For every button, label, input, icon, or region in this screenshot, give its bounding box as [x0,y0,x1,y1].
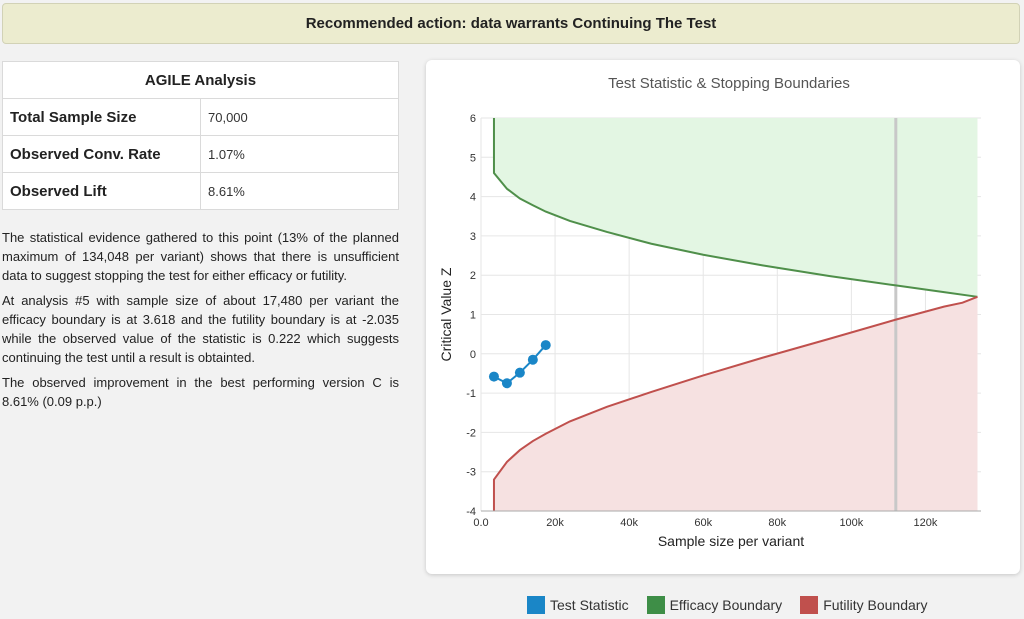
description-paragraph-3: The observed improvement in the best per… [2,375,399,409]
observed-lift-label: Observed Lift [2,172,201,210]
x-axis-title: Sample size per variant [658,533,804,549]
chart-title: Test Statistic & Stopping Boundaries [608,75,850,92]
y-tick-label: 1 [470,310,476,322]
total-sample-size-value: 70,000 [200,98,399,136]
y-tick-label: -1 [466,388,476,400]
futility-region [493,296,978,511]
x-tick-label: 60k [694,517,712,529]
agile-table-title: AGILE Analysis [2,61,399,99]
test-statistic-point [540,340,551,351]
table-row: Observed Lift 8.61% [2,172,399,210]
legend-label-test-statistic: Test Statistic [550,597,629,613]
description-paragraph-1: The statistical evidence gathered to thi… [2,230,399,283]
description-paragraph-2: At analysis #5 with sample size of about… [2,293,399,365]
legend-swatch-futility-boundary [800,596,819,614]
legend-label-efficacy-boundary: Efficacy Boundary [669,597,783,613]
recommendation-text: Recommended action: data warrants Contin… [305,15,717,32]
x-tick-label: 100k [839,517,863,529]
test-statistic-point [488,371,499,382]
observed-lift-value: 8.61% [200,172,399,210]
analysis-description: The statistical evidence gathered to thi… [2,228,399,417]
y-tick-label: -2 [466,427,476,439]
boundaries-chart: -4 -3 -2 -1 0 1 2 3 4 5 6 0.0 20k 40k 60k 80k 100k 120k Te… [438,75,981,549]
efficacy-region [493,118,978,297]
legend-item-efficacy-boundary[interactable]: Efficacy Boundary [646,596,783,614]
observed-conv-rate-value: 1.07% [200,135,399,173]
y-axis-title: Critical Value Z [438,267,454,361]
y-tick-label: 0 [470,349,476,361]
legend-item-futility-boundary[interactable]: Futility Boundary [800,596,927,614]
y-tick-label: -3 [466,467,476,479]
x-tick-label: 120k [914,517,938,529]
agile-analysis-table: AGILE Analysis Total Sample Size 70,000 … [2,61,399,210]
chart-legend: Test Statistic Efficacy Boundary Futilit… [527,595,945,615]
y-tick-label: 4 [470,192,476,204]
recommendation-banner: Recommended action: data warrants Contin… [2,3,1020,44]
x-tick-label: 20k [546,517,564,529]
test-statistic-point [527,354,538,365]
x-tick-label: 80k [768,517,786,529]
test-statistic-point [501,378,512,389]
y-tick-label: 2 [470,270,476,282]
y-tick-label: 5 [470,152,476,164]
legend-item-test-statistic[interactable]: Test Statistic [527,596,629,614]
table-row: Observed Conv. Rate 1.07% [2,135,399,173]
test-statistic-point [514,367,525,378]
legend-swatch-efficacy-boundary [646,596,665,614]
y-tick-label: -4 [466,506,476,518]
table-row: Total Sample Size 70,000 [2,98,399,136]
y-tick-label: 3 [470,231,476,243]
futility-boundary-line [492,295,978,511]
legend-swatch-test-statistic [527,596,545,614]
x-tick-label: 0.0 [473,517,488,529]
y-tick-label: 6 [470,113,476,125]
x-tick-label: 40k [620,517,638,529]
efficacy-boundary-line [492,118,978,298]
observed-conv-rate-label: Observed Conv. Rate [2,135,201,173]
total-sample-size-label: Total Sample Size [2,98,201,136]
chart-card: -4 -3 -2 -1 0 1 2 3 4 5 6 0.0 20k 40k 60k 80k 100k 120k Te… [426,60,1020,574]
legend-label-futility-boundary: Futility Boundary [823,597,928,613]
